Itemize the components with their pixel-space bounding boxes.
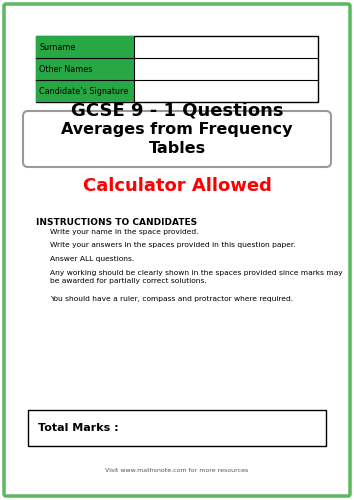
Bar	[36, 36, 318, 102]
Text: Total Marks :: Total Marks :	[38, 423, 119, 433]
Text: Answer ALL questions.: Answer ALL questions.	[50, 256, 134, 262]
FancyBboxPatch shape	[23, 111, 331, 167]
Text: Visit www.mathsnote.com for more resources: Visit www.mathsnote.com for more resourc…	[105, 468, 249, 472]
FancyBboxPatch shape	[4, 4, 350, 496]
Text: Calculator Allowed: Calculator Allowed	[82, 177, 272, 195]
Bar	[36, 80, 134, 102]
Bar	[36, 58, 134, 80]
Text: Averages from Frequency
Tables: Averages from Frequency Tables	[61, 122, 293, 156]
Text: Write your name in the space provided.: Write your name in the space provided.	[50, 229, 199, 235]
Text: INSTRUCTIONS TO CANDIDATES: INSTRUCTIONS TO CANDIDATES	[36, 218, 197, 227]
Text: Any working should be clearly shown in the spaces provided since marks may
be aw: Any working should be clearly shown in t…	[50, 270, 343, 283]
Text: GCSE 9 - 1 Questions: GCSE 9 - 1 Questions	[71, 101, 283, 119]
Text: You should have a ruler, compass and protractor where required.: You should have a ruler, compass and pro…	[50, 296, 293, 302]
Bar	[28, 410, 326, 446]
Bar	[36, 36, 134, 58]
Text: Candidate’s Signature: Candidate’s Signature	[39, 86, 128, 96]
Text: Write your answers in the spaces provided in this question paper.: Write your answers in the spaces provide…	[50, 242, 296, 248]
Text: Surname: Surname	[39, 42, 75, 51]
Text: Other Names: Other Names	[39, 64, 92, 74]
